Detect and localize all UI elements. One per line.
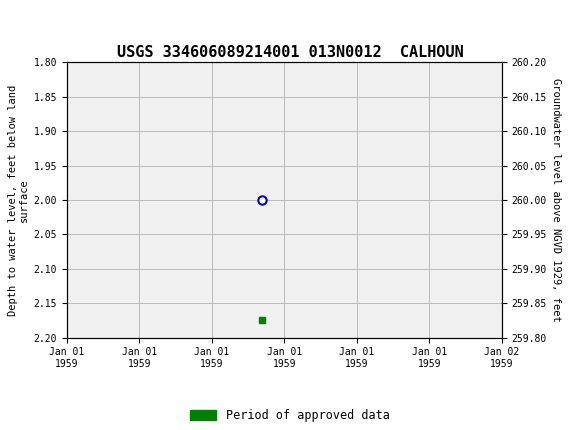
Y-axis label: Groundwater level above NGVD 1929, feet: Groundwater level above NGVD 1929, feet <box>550 78 560 322</box>
Y-axis label: Depth to water level, feet below land
surface: Depth to water level, feet below land su… <box>8 84 30 316</box>
Text: USGS: USGS <box>60 14 124 34</box>
Text: USGS 334606089214001 013N0012  CALHOUN: USGS 334606089214001 013N0012 CALHOUN <box>117 45 463 60</box>
Legend: Period of approved data: Period of approved data <box>190 409 390 422</box>
